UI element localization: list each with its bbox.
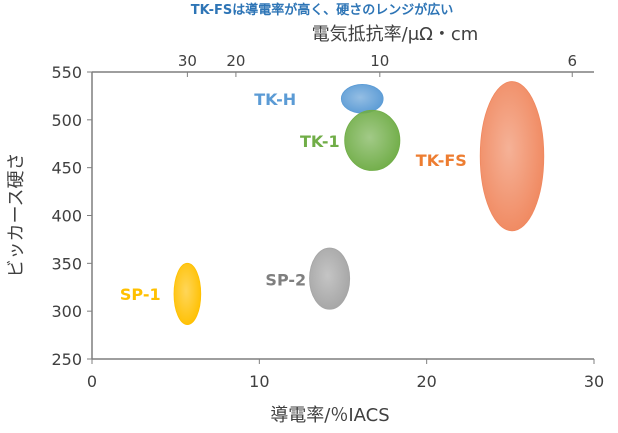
series-label-tk-fs: TK-FS bbox=[416, 151, 467, 170]
x-tick-label: 10 bbox=[249, 372, 269, 391]
series-label-sp-2: SP-2 bbox=[265, 271, 306, 290]
y-tick-label: 450 bbox=[51, 159, 82, 178]
chart-title: TK-FSは導電率が高く、硬さのレンジが広い bbox=[191, 2, 453, 18]
top-tick-label: 20 bbox=[226, 52, 245, 70]
series-label-tk-h: TK-H bbox=[254, 90, 296, 109]
y-tick-label: 400 bbox=[51, 207, 82, 226]
y-tick-label: 250 bbox=[51, 350, 82, 369]
series-label-tk-1: TK-1 bbox=[300, 132, 340, 151]
y-tick-label: 350 bbox=[51, 254, 82, 273]
ellipse-sp-2 bbox=[309, 247, 351, 310]
series-label-sp-1: SP-1 bbox=[120, 285, 161, 304]
top-tick-label: 10 bbox=[370, 52, 389, 70]
y-tick-label: 550 bbox=[51, 63, 82, 82]
top-axis-label: 電気抵抗率/μΩ・cm bbox=[312, 24, 479, 45]
y-tick-label: 500 bbox=[51, 111, 82, 130]
y-axis-label: ビッカース硬さ bbox=[6, 152, 27, 277]
x-tick-label: 30 bbox=[584, 372, 604, 391]
x-tick-label: 20 bbox=[416, 372, 436, 391]
x-axis-label: 導電率/％IACS bbox=[270, 405, 389, 426]
y-tick-label: 300 bbox=[51, 302, 82, 321]
top-tick-label: 30 bbox=[178, 52, 197, 70]
x-tick-label: 0 bbox=[87, 372, 97, 391]
ellipse-sp-1 bbox=[173, 262, 202, 325]
ellipse-tk-1 bbox=[344, 109, 401, 171]
ellipse-tk-fs bbox=[479, 81, 545, 232]
top-tick-label: 6 bbox=[567, 52, 577, 70]
ellipse-tk-h bbox=[340, 84, 384, 114]
